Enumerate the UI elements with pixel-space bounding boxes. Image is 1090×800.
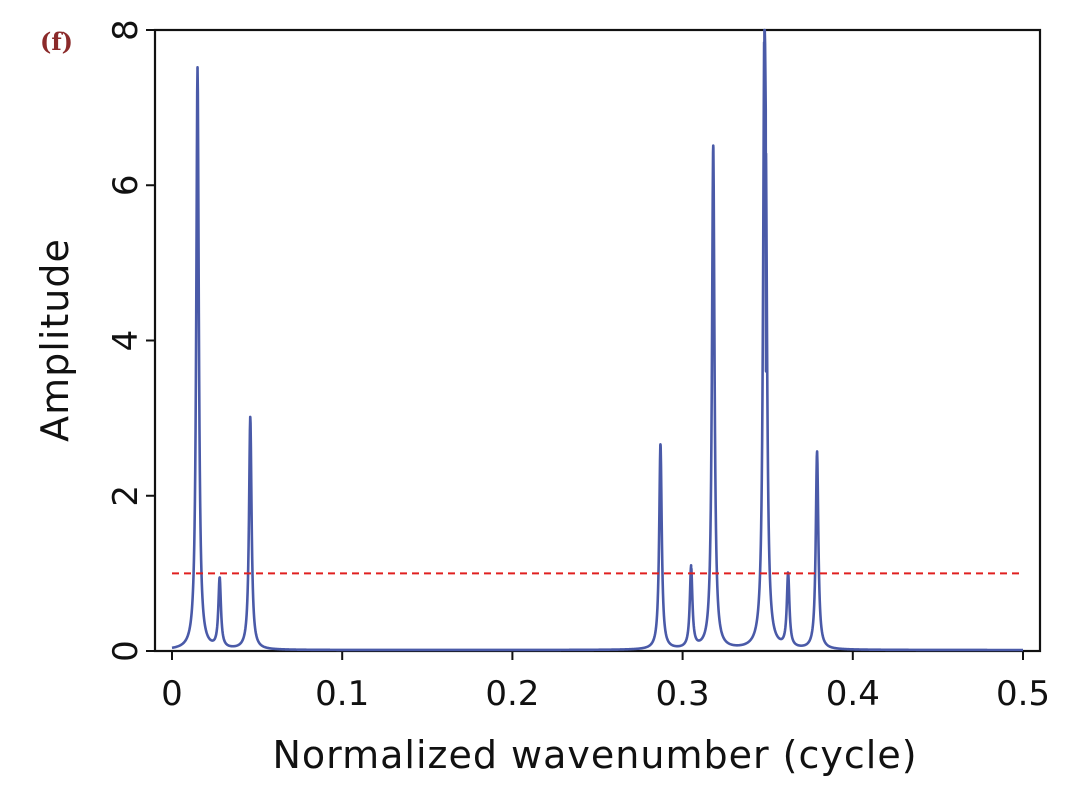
y-axis-ticks: 0 2 4 6 8 [106,19,155,662]
peak-point [196,67,199,71]
peak-point [815,451,819,455]
peak-point [786,576,790,579]
peak-point [659,444,662,447]
peak-point [712,145,715,148]
y-tick-label: 4 [106,330,146,352]
x-axis-title: Normalized wavenumber (cycle) [272,733,917,777]
peak-point [249,416,252,420]
peak-point [763,145,766,148]
y-tick-label: 2 [106,485,146,507]
x-tick-label: 0.5 [996,674,1050,714]
x-tick-label: 0 [161,674,183,714]
x-tick-label: 0.4 [826,674,880,714]
x-tick-label: 0.3 [656,674,710,714]
peak-point [689,568,693,571]
plot-frame [153,28,1042,653]
peak-point [218,579,221,583]
peak-markers [196,67,819,583]
x-axis-ticks: 0 0.1 0.2 0.3 0.4 0.5 [161,651,1050,714]
peak-point [764,370,768,373]
plot-border [153,28,1042,653]
y-tick-label: 6 [106,174,146,196]
y-tick-label: 8 [106,19,146,41]
panel-label: (f) [40,27,73,56]
x-tick-label: 0.2 [485,674,539,714]
y-tick-label: 0 [106,640,146,662]
x-tick-label: 0.1 [315,674,369,714]
y-axis-title: Amplitude [33,238,77,442]
spectrum-series-line [171,28,1024,652]
